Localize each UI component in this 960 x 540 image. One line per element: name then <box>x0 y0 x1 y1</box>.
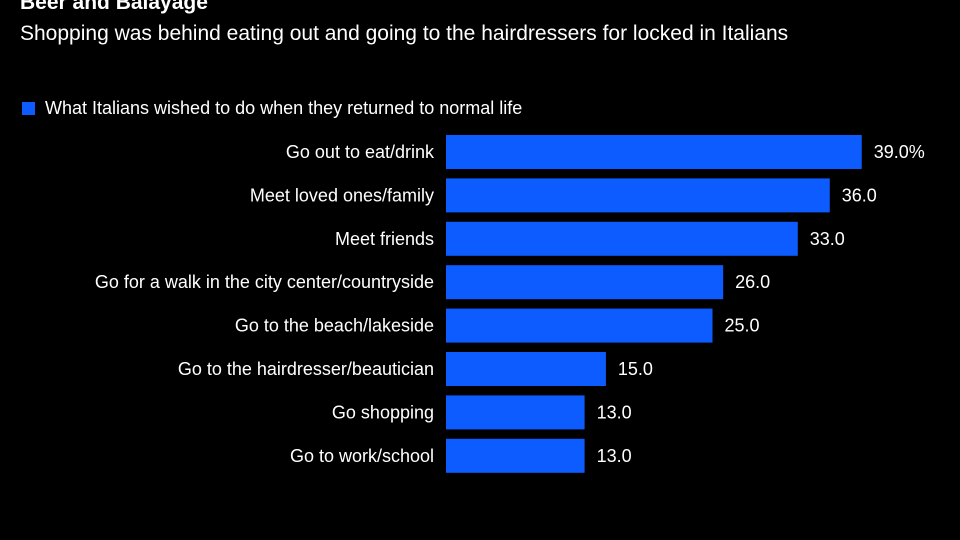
category-label: Meet loved ones/family <box>250 185 434 205</box>
category-label: Go out to eat/drink <box>286 142 435 162</box>
bar <box>446 308 713 343</box>
bar <box>446 178 830 213</box>
bar <box>446 265 724 300</box>
value-label: 13.0 <box>597 446 632 466</box>
category-label: Meet friends <box>335 229 434 249</box>
chart-subtitle: Shopping was behind eating out and going… <box>20 22 789 45</box>
value-label: 15.0 <box>618 359 653 379</box>
legend-label: What Italians wished to do when they ret… <box>45 97 523 118</box>
bar <box>446 135 862 169</box>
bar <box>446 352 606 386</box>
category-label: Go for a walk in the city center/country… <box>95 272 434 292</box>
value-label: 25.0 <box>725 316 760 336</box>
value-label: 13.0 <box>597 402 632 422</box>
category-label: Go to the beach/lakeside <box>235 316 434 336</box>
bar <box>446 221 798 256</box>
value-label: 39.0% <box>874 142 925 162</box>
bar <box>446 438 585 473</box>
value-label: 26.0 <box>735 272 770 292</box>
category-label: Go to the hairdresser/beautician <box>178 359 434 379</box>
bar <box>446 395 585 430</box>
value-label: 33.0 <box>810 229 845 249</box>
category-label: Go to work/school <box>290 446 434 466</box>
legend-swatch <box>22 101 35 115</box>
category-label: Go shopping <box>332 402 434 422</box>
value-label: 36.0 <box>842 185 877 205</box>
chart-title: Beer and Balayage <box>20 0 208 14</box>
chart-legend: What Italians wished to do when they ret… <box>22 97 522 119</box>
